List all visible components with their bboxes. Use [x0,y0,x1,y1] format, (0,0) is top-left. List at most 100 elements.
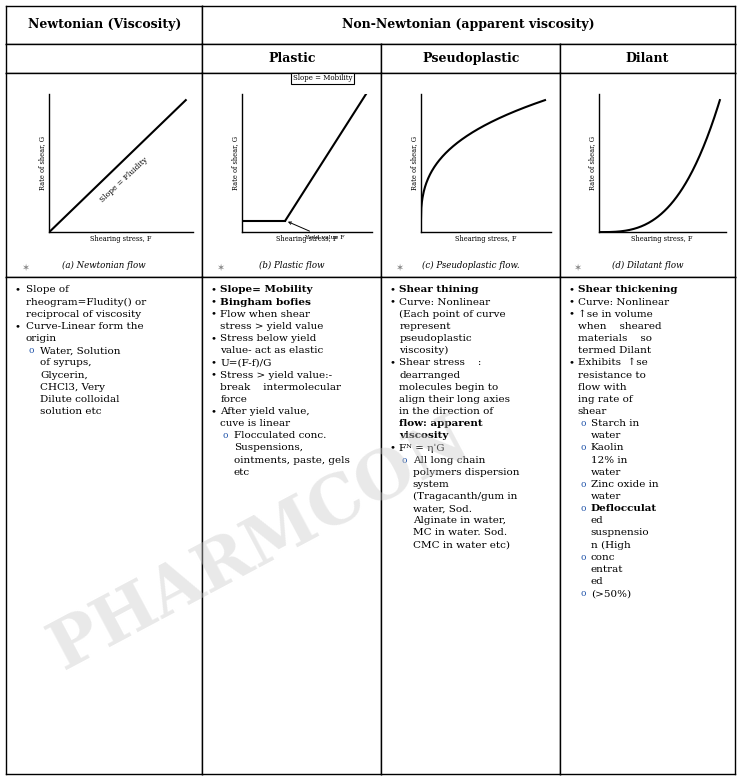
Text: •: • [211,298,217,307]
Text: •: • [211,334,217,343]
Text: Shear thining: Shear thining [399,286,479,295]
Text: resistance to: resistance to [577,370,645,380]
Text: Curve: Nonlinear: Curve: Nonlinear [399,298,490,307]
Text: flow: apparent: flow: apparent [399,419,483,428]
Text: •: • [390,286,396,295]
Text: termed Dilant: termed Dilant [577,346,650,356]
Text: flow with: flow with [577,383,627,391]
Text: dearranged: dearranged [399,370,460,380]
Text: •: • [211,359,217,367]
Text: •: • [390,359,396,367]
Text: etc: etc [234,468,250,477]
Text: •: • [211,370,217,380]
Text: Slope = Fluidity: Slope = Fluidity [98,156,149,204]
Y-axis label: Rate of shear, G: Rate of shear, G [588,135,596,190]
Text: Stress > yield value:-: Stress > yield value:- [221,370,332,380]
Text: shear: shear [577,407,607,416]
Text: Zinc oxide in: Zinc oxide in [591,480,659,489]
Text: ✶: ✶ [395,263,403,273]
Text: rheogram=Fludity() or: rheogram=Fludity() or [25,298,146,307]
Text: CHCl3, Very: CHCl3, Very [40,383,105,391]
Text: CMC in water etc): CMC in water etc) [413,541,510,549]
Text: MC in water. Sod.: MC in water. Sod. [413,528,507,538]
Text: Slope = Mobility: Slope = Mobility [293,75,352,82]
Text: o: o [580,443,586,453]
Text: materials    so: materials so [577,334,652,343]
Text: water, Sod.: water, Sod. [413,504,472,513]
Text: Water, Solution: Water, Solution [40,346,121,356]
Text: •: • [390,443,396,453]
Text: (d) Dilatant flow: (d) Dilatant flow [612,261,683,270]
Text: suspnensio: suspnensio [591,528,650,538]
Text: Yield value F: Yield value F [289,222,344,240]
X-axis label: Shearing stress, F: Shearing stress, F [455,235,517,243]
Text: Deflocculat: Deflocculat [591,504,657,513]
Text: Stress below yield: Stress below yield [221,334,317,343]
Text: ✶: ✶ [22,263,30,273]
Text: Slope= Mobility: Slope= Mobility [221,286,313,295]
Text: Shear stress    :: Shear stress : [399,359,481,367]
Text: Bingham bofies: Bingham bofies [221,298,311,307]
Y-axis label: Rate of shear, G: Rate of shear, G [39,135,46,190]
Text: Newtonian (Viscosity): Newtonian (Viscosity) [28,19,181,31]
Text: ↑se in volume: ↑se in volume [577,310,653,319]
Text: •: • [211,286,217,295]
Text: water: water [591,431,621,440]
Text: align their long axies: align their long axies [399,394,510,404]
Text: in the direction of: in the direction of [399,407,493,416]
Text: reciprocal of viscosity: reciprocal of viscosity [25,310,141,319]
Text: ed: ed [591,517,603,525]
X-axis label: Shearing stress, F: Shearing stress, F [632,235,693,243]
Text: All long chain: All long chain [413,456,485,464]
Text: ointments, paste, gels: ointments, paste, gels [234,456,349,464]
Text: molecules begin to: molecules begin to [399,383,498,391]
Text: polymers dispersion: polymers dispersion [413,468,519,477]
Text: PHARMCON: PHARMCON [40,407,481,682]
Text: Flocculated conc.: Flocculated conc. [234,431,326,440]
Text: •: • [211,310,217,319]
Text: ✶: ✶ [574,263,582,273]
Text: o: o [402,456,408,464]
Text: Shear thickening: Shear thickening [577,286,677,295]
Text: o: o [28,346,34,356]
Text: •: • [15,286,21,295]
Text: entrat: entrat [591,565,624,574]
Text: After yield value,: After yield value, [221,407,310,416]
Text: o: o [580,480,586,489]
Text: (>50%): (>50%) [591,589,631,598]
Text: Starch in: Starch in [591,419,639,428]
Text: ed: ed [591,577,603,586]
Y-axis label: Rate of shear, G: Rate of shear, G [231,135,239,190]
Text: cuve is linear: cuve is linear [221,419,291,428]
Text: 12% in: 12% in [591,456,627,464]
Text: water: water [591,468,621,477]
X-axis label: Shearing stress, F: Shearing stress, F [276,235,337,243]
Text: •: • [15,322,21,331]
Text: Slope of: Slope of [25,286,69,295]
Text: Flow when shear: Flow when shear [221,310,311,319]
X-axis label: Shearing stress, F: Shearing stress, F [90,235,152,243]
Text: origin: origin [25,334,57,343]
Text: Curve: Nonlinear: Curve: Nonlinear [577,298,669,307]
Text: (b) Plastic flow: (b) Plastic flow [259,261,325,270]
Text: Plastic: Plastic [268,52,316,65]
Text: pseudoplastic: pseudoplastic [399,334,472,343]
Text: o: o [580,589,586,598]
Text: of syrups,: of syrups, [40,359,92,367]
Text: Kaolin: Kaolin [591,443,624,453]
Text: •: • [568,298,574,307]
Text: o: o [580,504,586,513]
Text: Dilute colloidal: Dilute colloidal [40,394,120,404]
Text: (c) Pseudoplastic flow.: (c) Pseudoplastic flow. [422,261,519,270]
Text: •: • [211,407,217,416]
Text: •: • [390,298,396,307]
Text: value- act as elastic: value- act as elastic [221,346,323,356]
Text: break    intermolecular: break intermolecular [221,383,341,391]
Text: when    sheared: when sheared [577,322,662,331]
Y-axis label: Rate of shear, G: Rate of shear, G [410,135,418,190]
Text: Suspensions,: Suspensions, [234,443,302,453]
Text: Dilant: Dilant [626,52,669,65]
Text: •: • [568,286,574,295]
Text: n (High: n (High [591,541,630,550]
Text: o: o [223,431,229,440]
